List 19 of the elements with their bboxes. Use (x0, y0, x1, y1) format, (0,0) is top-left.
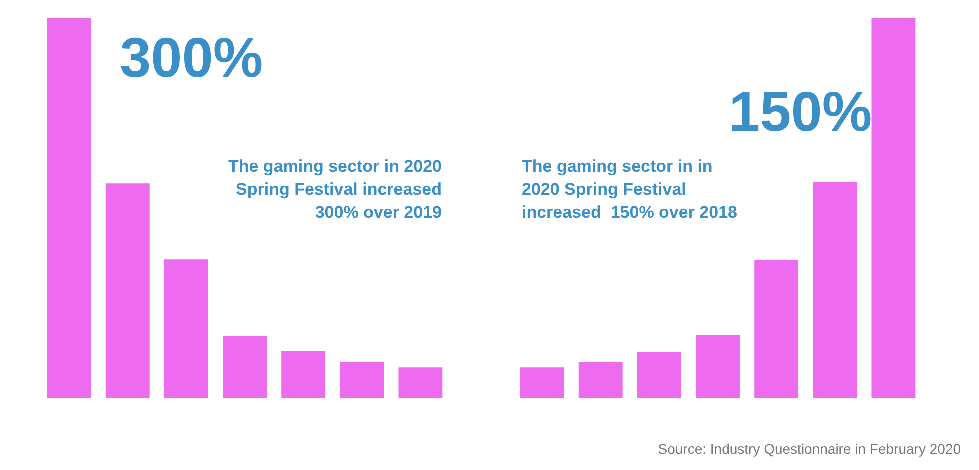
annotation: 300% (120, 25, 264, 91)
bar (696, 335, 740, 398)
bar (223, 336, 267, 398)
bar (520, 368, 564, 398)
bar (340, 362, 384, 398)
bar (637, 352, 682, 398)
bar (872, 18, 916, 398)
bar (164, 260, 208, 398)
source-note: Source: Industry Questionnaire in February 2020 (657, 440, 961, 459)
bar (106, 184, 150, 398)
annotation: 150% (729, 79, 872, 145)
bar (398, 368, 443, 398)
bar (754, 260, 799, 398)
bar (813, 182, 858, 398)
annotation: The gaming sector in in 2020 Spring Festival increased 150% over 2018 (522, 156, 738, 224)
bar (47, 18, 92, 398)
bar (578, 362, 623, 398)
annotation: The gaming sector in 2020 Spring Festival increased 300% over 2019 (227, 156, 442, 224)
bar (282, 351, 326, 398)
